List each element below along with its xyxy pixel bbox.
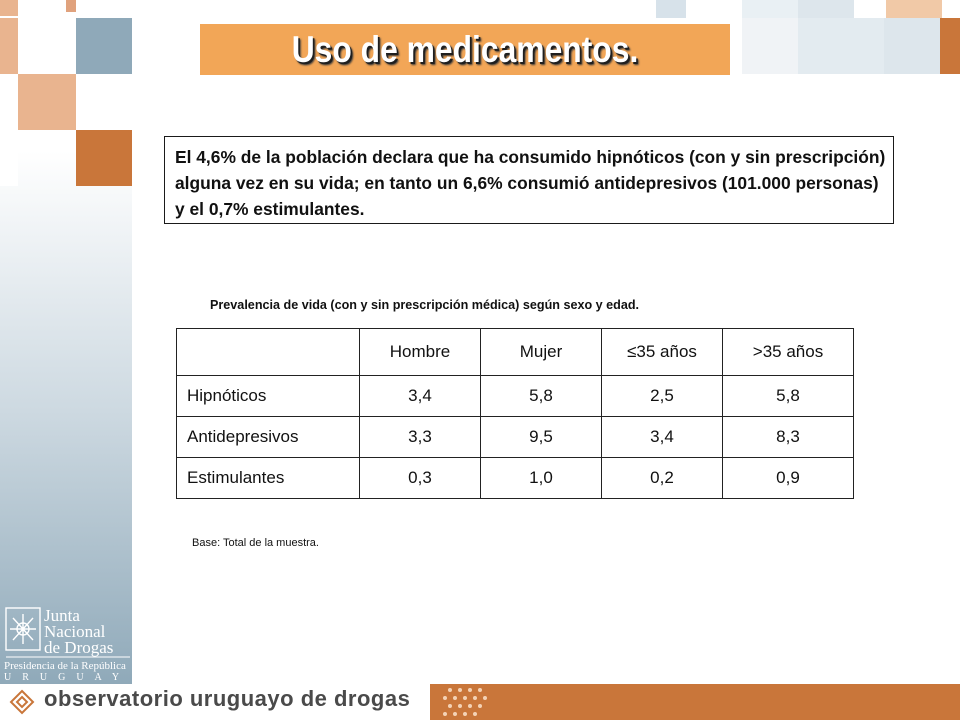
column-header-over-35: >35 años bbox=[722, 328, 854, 376]
deco-square bbox=[798, 18, 884, 74]
table-cell: 2,5 bbox=[601, 375, 723, 417]
deco-square bbox=[18, 74, 76, 130]
table-cell: 8,3 bbox=[722, 416, 854, 458]
deco-square bbox=[76, 18, 132, 74]
table-caption: Prevalencia de vida (con y sin prescripc… bbox=[210, 298, 640, 312]
logo-line-1: Junta bbox=[44, 606, 80, 625]
deco-square bbox=[742, 18, 798, 74]
footer-band bbox=[430, 684, 960, 720]
table-row: Estimulantes 0,3 1,0 0,2 0,9 bbox=[176, 457, 854, 499]
logo-country: URUGUAY bbox=[4, 672, 131, 683]
deco-square bbox=[798, 0, 854, 18]
column-header-under-35: ≤35 años bbox=[601, 328, 723, 376]
table-row: Antidepresivos 3,3 9,5 3,4 8,3 bbox=[176, 416, 854, 458]
row-label-hipnoticos: Hipnóticos bbox=[176, 375, 360, 417]
deco-square bbox=[940, 18, 960, 74]
table-cell: 3,3 bbox=[359, 416, 481, 458]
table-cell: 9,5 bbox=[480, 416, 602, 458]
title-bar bbox=[200, 24, 730, 75]
row-label-estimulantes: Estimulantes bbox=[176, 457, 360, 499]
deco-square bbox=[742, 0, 798, 18]
table-cell: 5,8 bbox=[480, 375, 602, 417]
table-cell: 0,3 bbox=[359, 457, 481, 499]
logo-line-2: Nacional bbox=[44, 622, 106, 641]
table-cell: 5,8 bbox=[722, 375, 854, 417]
column-header-mujer: Mujer bbox=[480, 328, 602, 376]
summary-box: El 4,6% de la población declara que ha c… bbox=[164, 136, 894, 224]
deco-square bbox=[884, 18, 940, 74]
table-cell: 1,0 bbox=[480, 457, 602, 499]
deco-square bbox=[0, 18, 18, 74]
logo-line-3: de Drogas bbox=[44, 638, 114, 657]
table-cell: 0,2 bbox=[601, 457, 723, 499]
prevalence-table: Hombre Mujer ≤35 años >35 años Hipnótico… bbox=[176, 328, 854, 499]
deco-square bbox=[76, 130, 132, 186]
deco-square bbox=[0, 0, 18, 16]
deco-square bbox=[656, 0, 686, 18]
logo-presidency: Presidencia de la República bbox=[4, 660, 126, 672]
page-title: Uso de medicamentos. bbox=[291, 28, 639, 70]
deco-square bbox=[0, 130, 18, 186]
table-cell: 3,4 bbox=[359, 375, 481, 417]
footer-brand-text: observatorio uruguayo de drogas bbox=[44, 686, 411, 711]
footer-dot-pattern-icon bbox=[443, 688, 487, 716]
table-row: Hipnóticos 3,4 5,8 2,5 5,8 bbox=[176, 375, 854, 417]
column-header-hombre: Hombre bbox=[359, 328, 481, 376]
table-cell: 3,4 bbox=[601, 416, 723, 458]
jnd-logo-icon bbox=[5, 607, 130, 658]
row-label-antidepresivos: Antidepresivos bbox=[176, 416, 360, 458]
table-header-row: Hombre Mujer ≤35 años >35 años bbox=[176, 328, 854, 376]
table-corner-cell bbox=[176, 328, 360, 376]
deco-square bbox=[886, 0, 942, 18]
table-cell: 0,9 bbox=[722, 457, 854, 499]
footer-logo-mark-icon bbox=[9, 689, 35, 715]
logo-title: Junta Nacional de Drogas bbox=[44, 606, 114, 657]
base-note: Base: Total de la muestra. bbox=[192, 537, 319, 549]
deco-square bbox=[66, 0, 76, 12]
